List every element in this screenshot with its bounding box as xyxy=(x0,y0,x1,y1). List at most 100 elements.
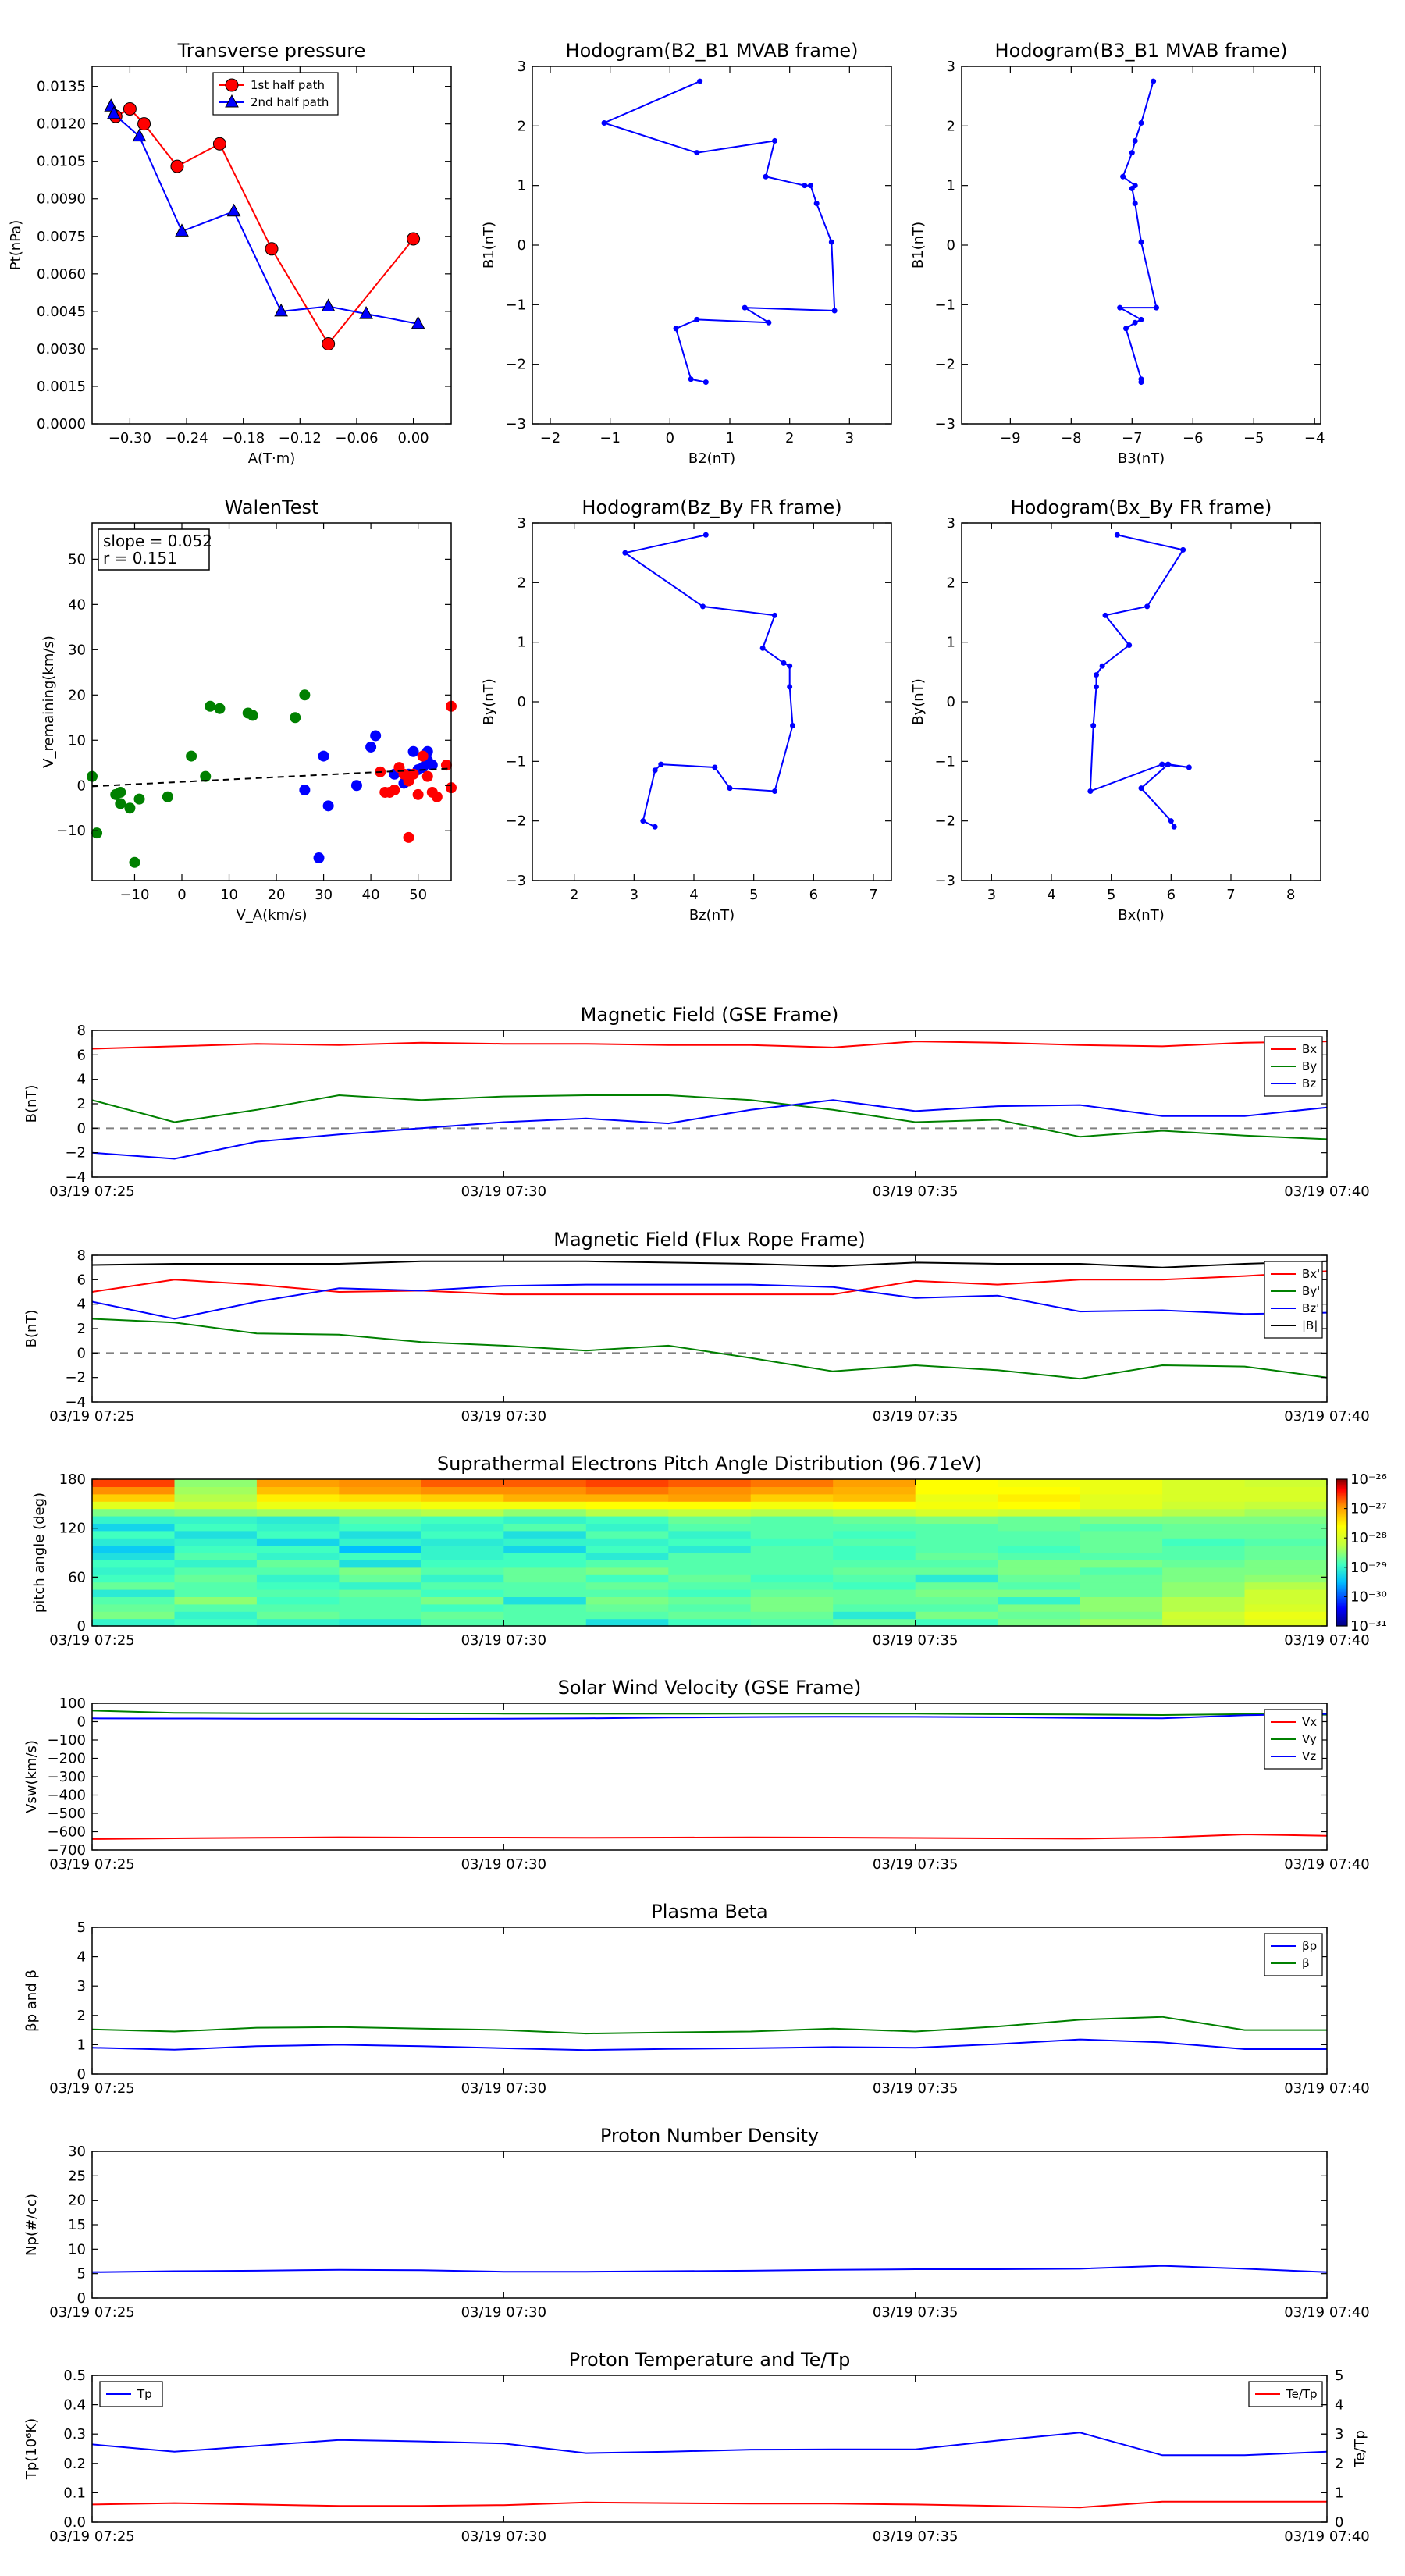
pad-heat-cell xyxy=(998,1589,1081,1597)
pad-heat-cell xyxy=(421,1486,504,1495)
pad-heat-cell xyxy=(174,1508,258,1517)
walen-ytick-label: 50 xyxy=(68,551,86,568)
hodo4-xtick-label: 4 xyxy=(1047,887,1055,903)
pad-axes-frame xyxy=(91,1478,1328,1627)
pad-heat-cell xyxy=(750,1582,834,1590)
pad-heat-cell xyxy=(998,1538,1081,1546)
tp-data-point xyxy=(170,159,184,173)
hodo2-title: Hodogram(B3_B1 MVAB frame) xyxy=(995,40,1288,62)
walen-xtick-label: 30 xyxy=(315,887,333,903)
pad-heat-cell xyxy=(174,1582,258,1590)
vsw-ytick-label: −500 xyxy=(48,1806,86,1822)
hodo2-ytick-label: −3 xyxy=(934,416,955,432)
bgse-axes-frame xyxy=(91,1030,1328,1178)
pad-heat-cell xyxy=(421,1582,504,1590)
vsw-ytick-label: −100 xyxy=(48,1732,86,1749)
walen-data-point xyxy=(422,770,433,782)
tp-data-point xyxy=(137,117,151,131)
hodo4-ytick-label: 1 xyxy=(947,635,955,651)
tp2-ytick-label: 0.3 xyxy=(63,2426,86,2443)
pad-heat-cell xyxy=(339,1560,422,1568)
hodo1-data-point xyxy=(763,173,769,180)
pad-heat-cell xyxy=(503,1545,587,1553)
beta-panel: Plasma Beta 03/19 07:25 03/19 07:30 03/19 0… xyxy=(23,1901,1370,2097)
hodo3-ytick-label: 1 xyxy=(518,635,526,651)
walen-xtick-label: 50 xyxy=(409,887,427,903)
hodo4-data-point xyxy=(1159,761,1165,767)
pad-heat-cell xyxy=(1162,1486,1246,1495)
pad-heat-cell xyxy=(833,1508,916,1517)
hodo4-ytick-label: −1 xyxy=(934,753,955,770)
pad-heat-cell xyxy=(668,1560,752,1568)
pad-heat-cell xyxy=(1080,1582,1163,1590)
tp-legend-label: 1st half path xyxy=(251,78,325,92)
vsw-time-tick-label: 03/19 07:35 xyxy=(873,1856,958,1873)
hodo3-title: Hodogram(Bz_By FR frame) xyxy=(582,496,841,518)
pad-heat-cell xyxy=(503,1493,587,1502)
bgse-series-Bz xyxy=(91,1099,1328,1160)
pad-heat-cell xyxy=(998,1530,1081,1539)
pad-heat-cell xyxy=(585,1560,669,1568)
pad-heat-cell xyxy=(421,1589,504,1597)
hodo4-title: Hodogram(Bx_By FR frame) xyxy=(1011,496,1272,518)
walen-ytick-label: 0 xyxy=(77,777,86,794)
beta-time-tick-label: 03/19 07:35 xyxy=(873,2080,958,2097)
pad-heat-cell xyxy=(339,1479,422,1487)
tp2-ytick-label-right: 0 xyxy=(1335,2514,1343,2531)
pad-heat-cell xyxy=(1162,1530,1246,1539)
pad-heat-cell xyxy=(421,1516,504,1524)
pad-heat-cell xyxy=(503,1501,587,1510)
pad-heat-cell xyxy=(915,1618,998,1627)
hodo2-ytick-label: 2 xyxy=(947,118,955,134)
walen-data-point xyxy=(318,750,329,762)
pad-heat-cell xyxy=(92,1523,176,1532)
hodo4-xtick-label: 5 xyxy=(1107,887,1115,903)
pad-heat-cell xyxy=(915,1545,998,1553)
pad-heat-cell xyxy=(915,1560,998,1568)
pad-heat-cell xyxy=(339,1538,422,1546)
pad-heat-cell xyxy=(998,1486,1081,1495)
pad-panel: Suprathermal Electrons Pitch Angle Distr… xyxy=(31,1453,1387,1649)
pad-heat-cell xyxy=(1244,1574,1328,1583)
beta-ytick-label: 0 xyxy=(77,2066,86,2083)
hodo1-xtick-label: −2 xyxy=(540,430,561,447)
pad-ytick-label: 60 xyxy=(68,1569,86,1585)
walen-data-point xyxy=(407,745,419,757)
hodo2-data-point xyxy=(1132,319,1138,326)
vsw-legend-label: Vz xyxy=(1302,1749,1316,1763)
tp2-ytick-label: 0.5 xyxy=(63,2368,86,2384)
pad-heat-cell xyxy=(833,1596,916,1605)
hodo1-ytick-label: −1 xyxy=(505,297,526,313)
hodo3-panel: Hodogram(Bz_By FR frame) 2 3 4 5 6 7 −3 −2 −1 0 1 2 3… xyxy=(481,496,892,923)
pad-heat-cell xyxy=(174,1545,258,1553)
pad-heat-cell xyxy=(668,1574,752,1583)
bfr-legend-label: Bx' xyxy=(1302,1267,1320,1281)
hodo4-xtick-label: 3 xyxy=(987,887,996,903)
pad-heat-cell xyxy=(915,1479,998,1487)
pad-heat-cell xyxy=(915,1508,998,1517)
pad-heat-cell xyxy=(668,1516,752,1524)
pad-heat-cell xyxy=(256,1560,340,1568)
tp-xtick-label: −0.24 xyxy=(165,430,208,447)
hodo3-xtick-label: 3 xyxy=(630,887,638,903)
pad-heat-cell xyxy=(915,1493,998,1502)
vsw-panel: Solar Wind Velocity (GSE Frame) 03/19 07:… xyxy=(23,1677,1370,1873)
pad-heat-cell xyxy=(833,1523,916,1532)
hodo3-ytick-label: 0 xyxy=(518,694,526,710)
vsw-ylabel: Vsw(km/s) xyxy=(23,1740,40,1813)
beta-series-p xyxy=(91,2038,1327,2051)
pad-heat-cell xyxy=(750,1596,834,1605)
tp-ytick-label: 0.0135 xyxy=(37,79,86,95)
pad-heat-cell xyxy=(421,1545,504,1553)
tp2-axes-frame xyxy=(91,2375,1328,2523)
hodo3-data-point xyxy=(712,764,718,770)
hodo4-xtick-label: 6 xyxy=(1167,887,1176,903)
pad-heat-cell xyxy=(998,1611,1081,1620)
bgse-series-Bx xyxy=(91,1041,1328,1050)
hodo4-data-point xyxy=(1102,612,1108,618)
tp-data-point xyxy=(132,128,147,142)
pad-heat-cell xyxy=(1162,1589,1246,1597)
pad-heat-cell xyxy=(1080,1596,1163,1605)
pad-heat-cell xyxy=(503,1479,587,1487)
tp-xlabel: A(T·m) xyxy=(248,450,296,467)
